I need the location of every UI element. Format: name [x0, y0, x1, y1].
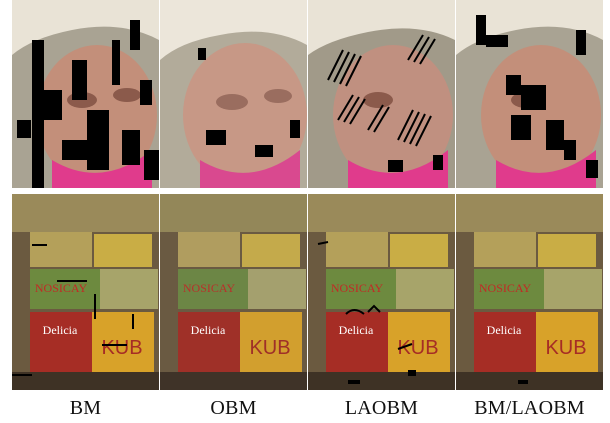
svg-text:Delicia: Delicia — [191, 323, 226, 337]
tins-panel-bm: NOSICAY Delicia KUB — [12, 194, 159, 390]
svg-text:KUB: KUB — [397, 337, 438, 359]
face-panel-bm-laobm — [456, 0, 603, 188]
svg-text:NOSICAY: NOSICAY — [35, 281, 88, 295]
svg-text:KUB: KUB — [101, 337, 142, 359]
svg-text:Delicia: Delicia — [487, 323, 522, 337]
face-panel-bm — [12, 0, 159, 188]
caption-bm-laobm: BM/LAOBM — [474, 397, 585, 419]
tins-panel-laobm: NOSICAY Delicia KUB — [308, 194, 455, 390]
caption-laobm: LAOBM — [344, 397, 419, 419]
svg-text:KUB: KUB — [249, 337, 290, 359]
face-panel-laobm — [308, 0, 455, 188]
svg-text:NOSICAY: NOSICAY — [183, 281, 236, 295]
svg-text:Delicia: Delicia — [339, 323, 374, 337]
caption-bm: BM — [69, 397, 102, 419]
face-panel-obm — [160, 0, 307, 188]
caption-obm: OBM — [210, 397, 257, 419]
tins-panel-bm-laobm: NOSICAY Delicia KUB — [456, 194, 603, 390]
svg-text:NOSICAY: NOSICAY — [331, 281, 384, 295]
svg-text:NOSICAY: NOSICAY — [479, 281, 532, 295]
svg-text:Delicia: Delicia — [43, 323, 78, 337]
tins-panel-obm: NOSICAY Delicia KUB — [160, 194, 307, 390]
svg-text:KUB: KUB — [545, 337, 586, 359]
